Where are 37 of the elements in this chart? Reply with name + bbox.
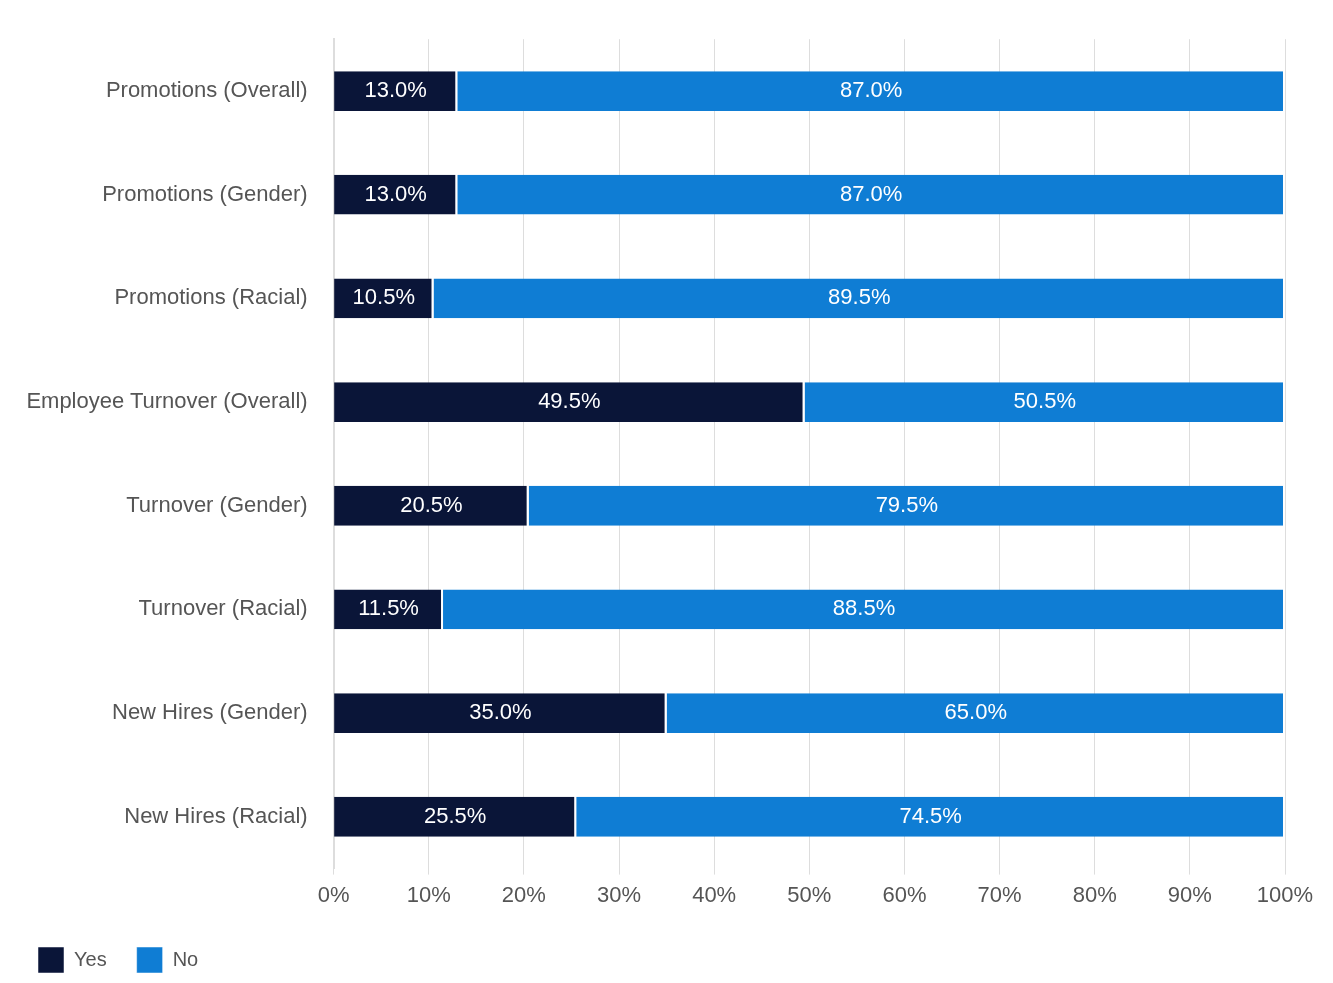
x-tick-label: 0% [317, 881, 350, 907]
x-tick-label: 30% [597, 881, 642, 907]
data-label: 10.5% [352, 284, 415, 310]
x-tick-label: 10% [406, 881, 451, 907]
y-tick-label: Promotions (Overall) [105, 77, 308, 103]
data-label: 87.0% [839, 77, 903, 103]
x-tick-label: 90% [1167, 881, 1212, 907]
x-tick-label: 20% [501, 881, 546, 907]
data-label: 74.5% [899, 802, 962, 828]
data-label: 79.5% [875, 491, 939, 517]
x-tick-label: 70% [977, 881, 1022, 907]
data-label: 87.0% [839, 180, 903, 206]
y-tick-label: Employee Turnover (Overall) [26, 388, 308, 414]
data-label: 35.0% [469, 699, 532, 725]
y-tick-label: New Hires (Racial) [124, 802, 308, 828]
x-tick-label: 60% [882, 881, 927, 907]
data-label: 49.5% [538, 388, 601, 414]
y-tick-label: Turnover (Racial) [138, 595, 308, 621]
data-label: 88.5% [832, 595, 896, 621]
legend-label: Yes [74, 947, 107, 970]
y-tick-label: Turnover (Gender) [126, 491, 308, 517]
x-tick-label: 80% [1072, 881, 1117, 907]
y-tick-label: Promotions (Racial) [114, 284, 308, 310]
legend-label: No [172, 947, 199, 970]
x-tick-label: 50% [787, 881, 832, 907]
x-tick-label: 40% [692, 881, 737, 907]
data-label: 13.0% [364, 180, 427, 206]
y-tick-label: Promotions (Gender) [102, 180, 308, 206]
x-tick-label: 100% [1256, 881, 1314, 907]
data-label: 20.5% [400, 491, 463, 517]
data-label: 89.5% [828, 284, 891, 310]
data-label: 65.0% [944, 699, 1007, 725]
data-label: 25.5% [423, 802, 487, 828]
y-tick-label: New Hires (Gender) [112, 699, 308, 725]
data-label: 13.0% [364, 77, 427, 103]
data-label: 50.5% [1013, 388, 1076, 414]
data-label: 11.5% [358, 595, 419, 621]
